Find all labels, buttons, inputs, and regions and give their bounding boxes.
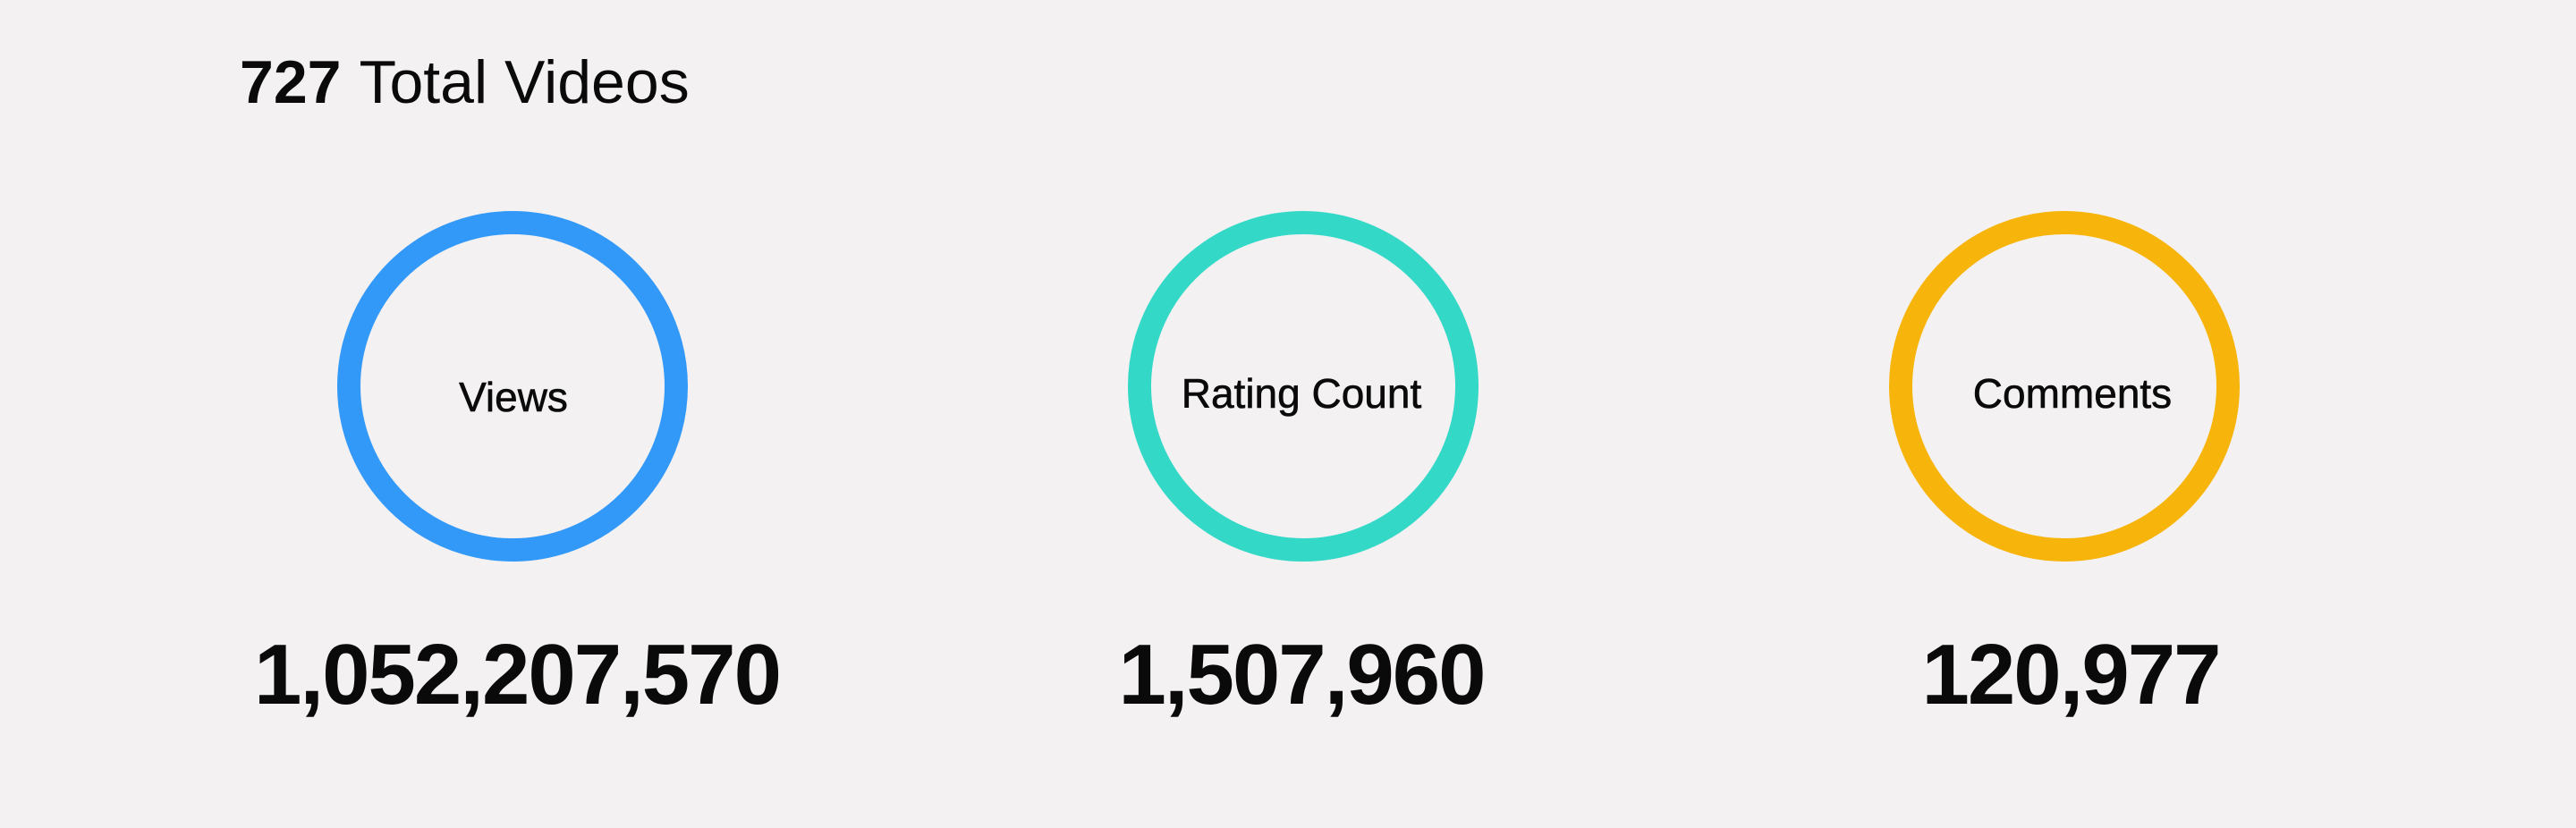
comments-value: 120,977 bbox=[1921, 627, 2221, 722]
comments-label: Comments bbox=[1972, 370, 2173, 418]
views-label: Views bbox=[459, 374, 568, 421]
total-videos-heading: 727 Total Videos bbox=[240, 45, 690, 120]
views-value: 1,052,207,570 bbox=[254, 627, 782, 722]
rating-count-ring: Rating Count bbox=[1128, 211, 1479, 562]
rating-count-label: Rating Count bbox=[1181, 370, 1422, 418]
views-ring: Views bbox=[337, 211, 688, 562]
total-videos-count: 727 bbox=[240, 48, 342, 116]
rating-count-value: 1,507,960 bbox=[1118, 627, 1486, 722]
comments-ring: Comments bbox=[1889, 211, 2240, 562]
total-videos-label: Total Videos bbox=[359, 48, 690, 116]
